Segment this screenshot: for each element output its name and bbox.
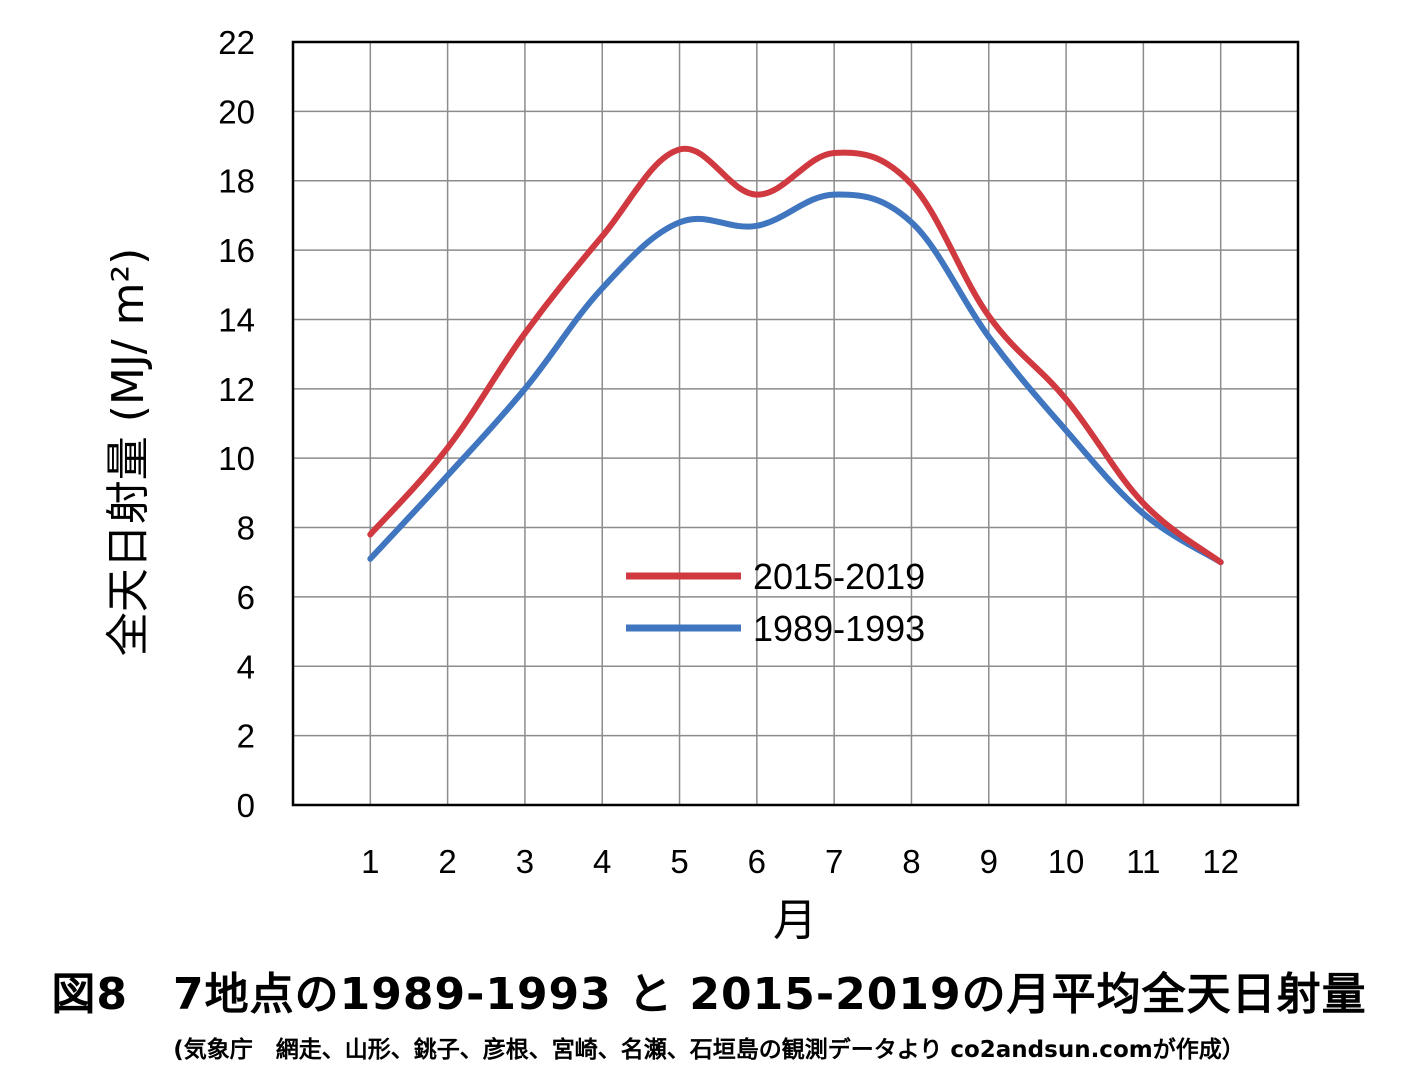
x-tick-label: 9 [980,843,998,880]
x-tick-label: 5 [670,843,688,880]
y-tick-label: 14 [218,301,255,338]
x-tick-label: 4 [593,843,611,880]
x-tick-label: 8 [902,843,920,880]
series-line-1989-1993 [367,191,1224,566]
grid [293,41,1298,806]
y-axis-title: 全天日射量 (MJ/ m²) [103,248,154,657]
figure-caption: 図8 7地点の1989-1993 と 2015-2019の月平均全天日射量 [51,969,1367,1020]
y-tick-label: 16 [218,232,255,269]
plot-area-frame [291,40,1300,807]
series-line-2015-2019 [367,145,1224,566]
x-tick-label: 12 [1202,843,1239,880]
y-tick-label: 10 [218,440,255,477]
legend: 2015-2019 1989-1993 [626,556,925,649]
y-tick-label: 4 [237,648,255,685]
y-tick-label: 12 [218,371,255,408]
legend-label: 2015-2019 [753,556,925,597]
legend-label: 1989-1993 [753,608,925,649]
y-tick-label: 0 [237,787,255,824]
source-note: (気象庁 網走、山形、銚子、彦根、宮崎、名瀬、石垣島の観測データより co2an… [173,1037,1245,1063]
y-tick-label: 6 [237,579,255,616]
y-tick-label: 20 [218,93,255,130]
x-tick-label: 11 [1126,843,1160,880]
y-tick-label: 22 [218,24,255,61]
x-tick-label: 2 [438,843,456,880]
series-lines [367,145,1224,566]
y-tick-label: 18 [218,163,255,200]
x-tick-label: 6 [748,843,766,880]
x-axis-tick-labels: 1 2 3 4 5 6 7 8 9 10 11 12 [361,843,1239,880]
x-tick-label: 1 [361,843,379,880]
x-tick-label: 3 [516,843,534,880]
x-tick-label: 10 [1048,843,1085,880]
y-tick-label: 2 [237,718,255,755]
x-tick-label: 7 [825,843,843,880]
y-axis-tick-labels: 0 2 4 6 8 10 12 14 16 18 20 22 [218,24,255,824]
x-axis-title: 月 [773,895,817,946]
y-tick-label: 8 [237,510,255,547]
